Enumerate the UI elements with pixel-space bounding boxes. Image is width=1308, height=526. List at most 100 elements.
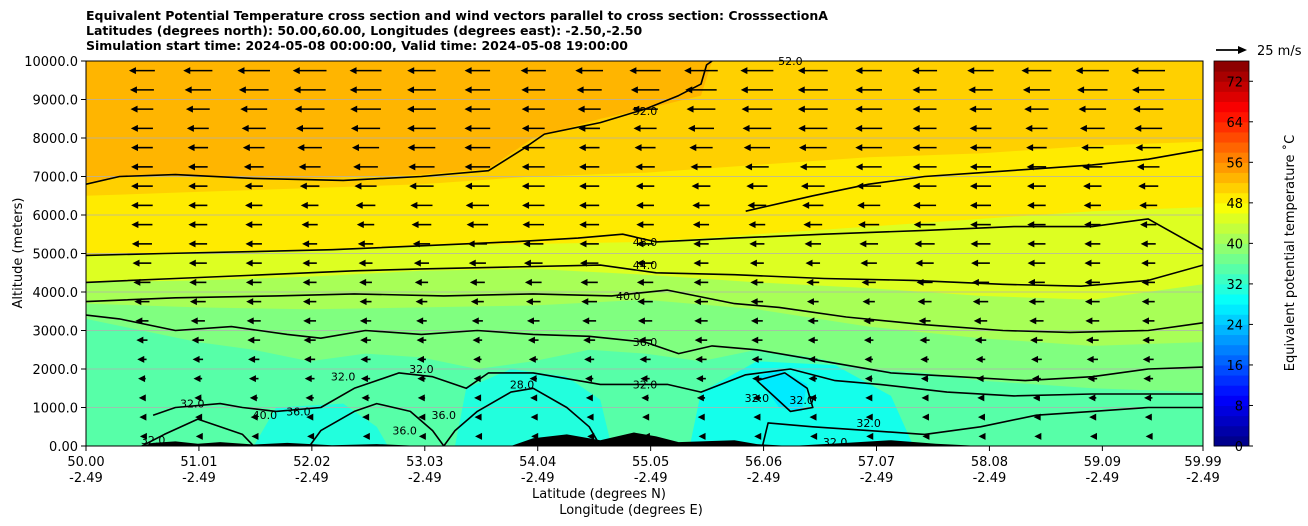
wind-vector-209 — [131, 221, 153, 229]
wind-vector-79 — [304, 355, 316, 363]
wind-vector-head — [746, 182, 754, 190]
wind-vector-head — [359, 298, 367, 306]
wind-vector-head — [246, 298, 254, 306]
wind-vector-head — [1079, 124, 1087, 132]
wind-vector-head — [302, 298, 310, 306]
wind-vector-head — [856, 182, 864, 190]
wind-vector-head — [579, 221, 587, 229]
wind-vector-head — [139, 413, 147, 421]
wind-vector-head — [1029, 317, 1037, 325]
wind-vector-36 — [1089, 413, 1097, 421]
wind-vector-100 — [416, 336, 427, 344]
wind-vector-head — [921, 394, 929, 402]
wind-vector-head — [522, 221, 530, 229]
wind-vector-head — [307, 432, 315, 440]
wind-vector-head — [297, 144, 305, 152]
wind-vector-316 — [798, 124, 828, 132]
contour-label-5: 36.0 — [633, 336, 658, 349]
wind-vector-3 — [307, 432, 315, 440]
wind-vector-364 — [292, 67, 327, 75]
wind-vector-145 — [806, 298, 819, 306]
wind-vector-313 — [633, 124, 657, 132]
wind-vector-125 — [750, 317, 763, 325]
wind-vector-head — [525, 298, 533, 306]
wind-vector-head — [1024, 105, 1032, 113]
wind-vector-180 — [636, 259, 654, 267]
wind-vector-head — [138, 375, 146, 383]
wind-vector-head — [1131, 67, 1139, 75]
wind-vector-head — [1135, 144, 1143, 152]
wind-vector-head — [632, 105, 640, 113]
wind-vector-265 — [1138, 182, 1159, 190]
wind-vector-head — [1141, 278, 1149, 286]
wind-vector-89 — [864, 355, 873, 363]
contour-label-18: 32.0 — [180, 398, 205, 411]
colorbar-segment-66 — [1214, 101, 1249, 113]
wind-vector-2 — [251, 432, 259, 440]
wind-vector-head — [686, 105, 694, 113]
wind-vector-head — [970, 240, 978, 248]
contour-label-17: 40.0 — [253, 409, 278, 422]
colorbar-segment-60 — [1214, 131, 1249, 143]
wind-vector-334 — [741, 105, 773, 113]
wind-vector-head — [298, 163, 306, 171]
wind-vector-22 — [306, 413, 314, 421]
wind-vector-75 — [1143, 375, 1154, 383]
wind-vector-160 — [580, 278, 598, 286]
wind-vector-head — [969, 163, 977, 171]
wind-vector-151 — [1141, 298, 1155, 306]
wind-vector-head — [190, 317, 198, 325]
colorbar-segment-48 — [1214, 192, 1249, 204]
wind-vector-head — [695, 355, 703, 363]
wind-vector-300 — [969, 144, 992, 152]
wind-vector-115 — [190, 317, 205, 325]
wind-vector-head — [752, 375, 760, 383]
x-tick-label-lat-0: 50.00 — [67, 455, 104, 470]
wind-vector-head — [977, 413, 985, 421]
wind-vector-head — [465, 201, 473, 209]
wind-vector-120 — [471, 317, 483, 325]
wind-vector-40 — [249, 394, 258, 402]
wind-vector-327 — [350, 105, 381, 113]
wind-vector-370 — [629, 67, 661, 75]
wind-vector-head — [184, 86, 192, 94]
wind-vector-head — [639, 355, 647, 363]
wind-vector-head — [137, 355, 145, 363]
wind-vector-head — [802, 201, 810, 209]
wind-vector-171 — [132, 259, 152, 267]
wind-vector-323 — [130, 105, 154, 113]
wind-vector-head — [1141, 259, 1149, 267]
wind-vector-head — [521, 163, 529, 171]
wind-vector-head — [1140, 240, 1148, 248]
wind-vector-head — [636, 240, 644, 248]
wind-vector-245 — [1083, 201, 1101, 209]
wind-vector-head — [863, 317, 871, 325]
wind-vector-head — [749, 259, 757, 267]
wind-vector-head — [1077, 86, 1085, 94]
wind-vector-86 — [695, 355, 707, 363]
colorbar-segment-68 — [1214, 91, 1249, 103]
colorbar-segment-14 — [1214, 364, 1249, 376]
wind-vector-head — [1084, 240, 1092, 248]
y-tick-label-6: 6000.0 — [33, 209, 79, 224]
wind-vector-head — [967, 67, 975, 75]
wind-vector-235 — [522, 201, 545, 209]
wind-vector-344 — [238, 86, 269, 94]
wind-vector-228 — [131, 201, 153, 209]
wind-vector-head — [1085, 336, 1093, 344]
wind-vector-109 — [919, 336, 930, 344]
wind-vector-head — [861, 278, 869, 286]
wind-vector-head — [748, 221, 756, 229]
wind-vector-352 — [685, 86, 717, 94]
wind-vector-head — [1022, 86, 1030, 94]
wind-vector-head — [304, 375, 312, 383]
wind-vector-18 — [1145, 432, 1153, 440]
terrain-profile — [86, 432, 1203, 446]
wind-vector-155 — [302, 278, 317, 286]
wind-vector-111 — [1030, 336, 1043, 344]
wind-vector-351 — [630, 86, 660, 94]
wind-vector-53 — [977, 394, 985, 402]
contour-line-0 — [86, 61, 713, 185]
wind-vector-143 — [693, 298, 708, 306]
